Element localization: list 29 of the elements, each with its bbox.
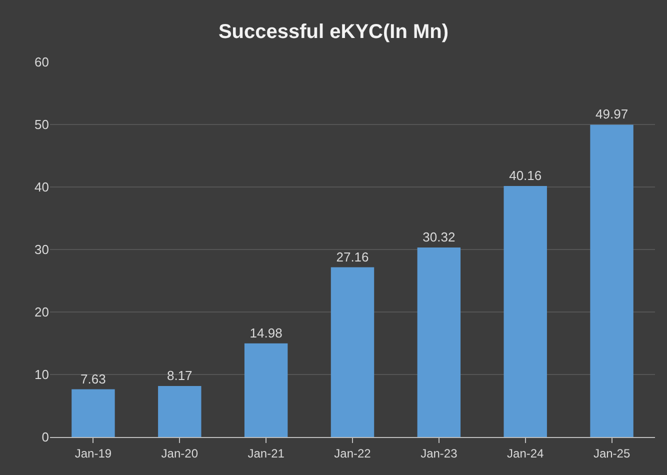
bar — [590, 124, 634, 437]
x-tick-label: Jan-21 — [248, 446, 285, 460]
data-label: 49.97 — [596, 106, 628, 122]
x-tick-label: Jan-25 — [593, 446, 630, 460]
y-tick-label: 0 — [42, 430, 49, 445]
bar — [330, 267, 374, 437]
y-tick-label: 10 — [34, 367, 49, 382]
y-tick-label: 40 — [34, 180, 49, 195]
data-label: 40.16 — [509, 168, 542, 183]
x-tick-label: Jan-22 — [334, 446, 372, 460]
x-tick-label: Jan-23 — [420, 446, 458, 460]
y-tick-label: 20 — [34, 304, 49, 320]
bar — [417, 248, 461, 437]
bar — [504, 186, 547, 437]
bar — [244, 343, 288, 437]
chart-title: Successful eKYC(In Mn) — [218, 20, 449, 43]
x-tick-label: Jan-24 — [507, 446, 544, 460]
data-label: 14.98 — [250, 325, 282, 340]
data-label: 27.16 — [336, 249, 369, 264]
bar — [72, 389, 115, 437]
y-tick-label: 30 — [34, 242, 49, 258]
x-tick-label: Jan-19 — [74, 446, 112, 460]
data-label: 30.32 — [422, 230, 456, 244]
bar — [158, 386, 202, 437]
data-label: 8.17 — [166, 368, 192, 383]
data-label: 7.63 — [80, 371, 106, 386]
x-tick-label: Jan-20 — [161, 446, 198, 460]
y-tick-label: 50 — [34, 117, 49, 132]
y-tick-label: 60 — [34, 54, 49, 70]
